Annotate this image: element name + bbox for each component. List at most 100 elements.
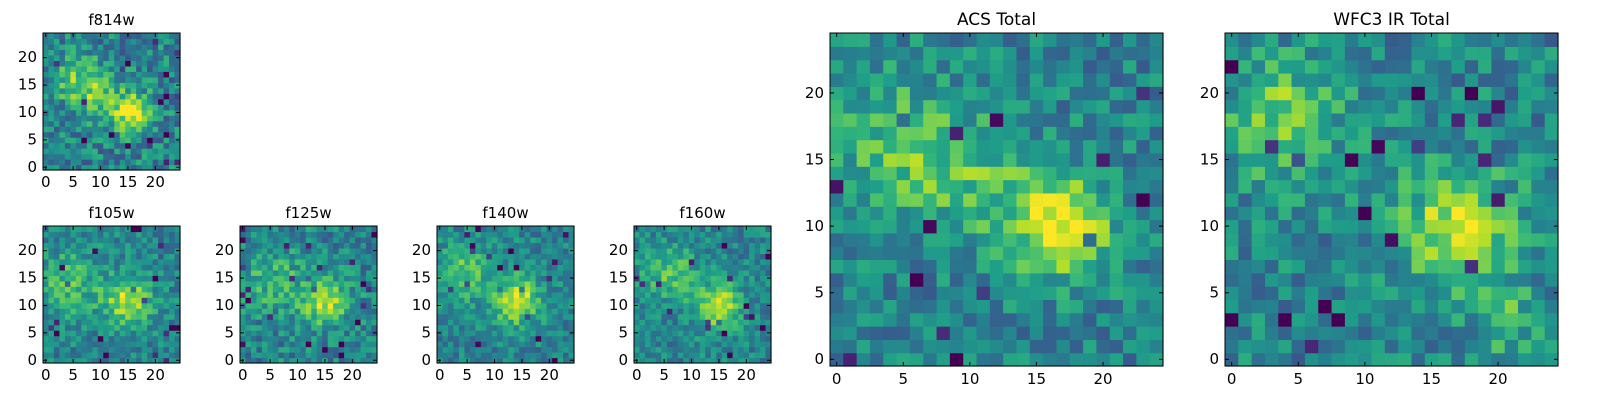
y-tick-label: 0 bbox=[27, 158, 37, 176]
cell bbox=[963, 72, 978, 87]
cell bbox=[75, 231, 82, 238]
cell bbox=[1029, 232, 1044, 247]
cell bbox=[75, 131, 82, 138]
cell bbox=[136, 137, 143, 144]
cell bbox=[1109, 206, 1124, 221]
cell bbox=[1225, 246, 1239, 261]
cell bbox=[59, 324, 66, 331]
cell bbox=[75, 76, 82, 83]
cell bbox=[108, 115, 115, 122]
cell bbox=[552, 264, 559, 271]
cell bbox=[360, 324, 367, 331]
cell bbox=[1016, 112, 1031, 127]
cell bbox=[81, 319, 88, 326]
cell bbox=[92, 137, 99, 144]
cell bbox=[1438, 272, 1453, 287]
cell bbox=[469, 236, 476, 244]
cell bbox=[1109, 286, 1124, 300]
cell bbox=[1491, 232, 1506, 247]
cell bbox=[158, 159, 165, 166]
cell bbox=[677, 357, 684, 364]
cell bbox=[59, 164, 66, 171]
cell bbox=[1331, 86, 1346, 101]
cell bbox=[480, 286, 487, 293]
cell bbox=[108, 269, 115, 276]
cell bbox=[639, 335, 646, 342]
cell bbox=[158, 33, 165, 40]
cell bbox=[81, 71, 88, 78]
cell bbox=[732, 324, 739, 331]
cell bbox=[491, 236, 498, 244]
cell bbox=[130, 76, 137, 83]
cell bbox=[245, 280, 252, 287]
cell bbox=[48, 142, 55, 149]
cell bbox=[1478, 312, 1492, 327]
cell bbox=[1451, 192, 1466, 207]
cell bbox=[305, 231, 312, 238]
cell bbox=[716, 324, 723, 331]
cell bbox=[1451, 339, 1466, 354]
cell bbox=[344, 275, 351, 282]
cell bbox=[1264, 99, 1279, 114]
cell bbox=[92, 54, 99, 61]
cell bbox=[923, 139, 938, 154]
cell bbox=[1238, 326, 1253, 340]
cell bbox=[830, 272, 844, 287]
cell bbox=[1109, 192, 1124, 207]
cell bbox=[936, 352, 951, 367]
cell bbox=[92, 87, 99, 94]
cell bbox=[344, 324, 351, 331]
cell bbox=[267, 302, 274, 309]
cell bbox=[530, 280, 537, 287]
cell bbox=[86, 131, 93, 138]
cell bbox=[81, 109, 88, 116]
cell bbox=[174, 76, 181, 83]
cell bbox=[530, 231, 537, 238]
cell bbox=[546, 269, 553, 276]
cell bbox=[130, 352, 137, 359]
cell bbox=[1304, 99, 1319, 114]
cell bbox=[103, 65, 110, 72]
cell bbox=[1504, 312, 1519, 327]
cell bbox=[644, 231, 652, 238]
cell bbox=[672, 269, 679, 276]
cell bbox=[272, 253, 279, 260]
cell bbox=[1251, 246, 1266, 261]
cell bbox=[1029, 219, 1044, 234]
cell bbox=[491, 286, 498, 293]
cell bbox=[508, 313, 515, 320]
cell bbox=[976, 232, 991, 247]
cell bbox=[1358, 112, 1373, 127]
cell bbox=[1371, 126, 1386, 141]
x-tick-label: 0 bbox=[832, 370, 842, 388]
cell bbox=[475, 286, 482, 293]
cell bbox=[92, 76, 99, 83]
cell bbox=[147, 330, 154, 337]
cell bbox=[355, 302, 362, 309]
cell bbox=[963, 246, 978, 261]
cell bbox=[1384, 46, 1399, 61]
cell bbox=[152, 291, 159, 298]
cell bbox=[1344, 179, 1359, 194]
cell bbox=[1251, 126, 1266, 141]
cell bbox=[699, 319, 706, 326]
cell bbox=[70, 153, 77, 160]
cell bbox=[256, 275, 263, 282]
cell bbox=[1238, 352, 1253, 367]
cell bbox=[694, 330, 701, 337]
cell bbox=[136, 341, 143, 348]
cell bbox=[949, 192, 964, 207]
cell bbox=[1384, 72, 1399, 87]
cell bbox=[1451, 259, 1466, 274]
cell bbox=[705, 357, 712, 364]
cell bbox=[1411, 166, 1426, 181]
cell bbox=[300, 253, 307, 260]
cell bbox=[158, 126, 165, 133]
cell bbox=[338, 275, 345, 282]
cell bbox=[108, 236, 115, 244]
cell bbox=[508, 236, 515, 244]
cell bbox=[513, 247, 520, 254]
cell bbox=[48, 247, 55, 254]
cell bbox=[754, 286, 761, 293]
cell bbox=[261, 286, 268, 293]
